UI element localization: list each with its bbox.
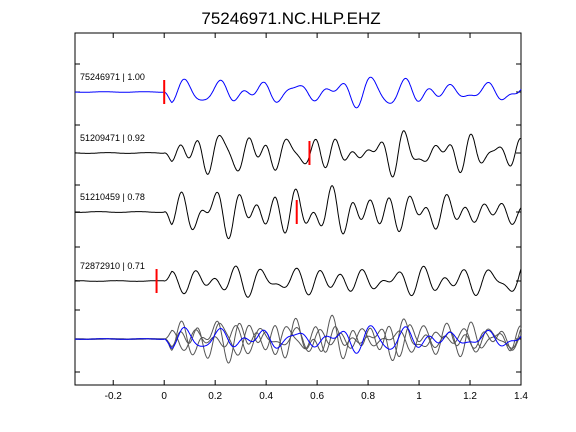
plot-frame — [74, 32, 522, 386]
waveform-72872910 — [75, 265, 522, 298]
stack-waveform-target — [74, 325, 522, 354]
trace-label-75246971: 75246971 | 1.00 — [80, 72, 145, 82]
y-ticks — [75, 63, 521, 373]
x-tick-label: -0.2 — [105, 391, 123, 402]
waveform-75246971 — [74, 76, 522, 109]
x-tick-label: 0.8 — [361, 391, 375, 402]
x-tick-label: 1 — [416, 391, 422, 402]
waveform-51210459 — [75, 185, 522, 240]
trace-label-51209471: 51209471 | 0.92 — [80, 133, 145, 143]
x-tick-label: 0.2 — [208, 391, 222, 402]
x-tick-label: 0.4 — [259, 391, 273, 402]
trace-panel — [74, 76, 522, 364]
x-tick-label: 0 — [161, 391, 167, 402]
chart-title: 75246971.NC.HLP.EHZ — [201, 9, 380, 28]
x-tick-label: 0.6 — [310, 391, 324, 402]
trace-label-51210459: 51210459 | 0.78 — [80, 192, 145, 202]
x-tick-label: 1.2 — [463, 391, 477, 402]
pick-markers — [155, 80, 311, 293]
trace-labels: 75246971 | 1.00 51209471 | 0.92 51210459 |… — [80, 72, 145, 271]
waveform-51209471 — [74, 130, 522, 178]
x-axis: -0.2 0 0.2 0.4 0.6 0.8 1 1.2 1.4 — [105, 33, 528, 402]
x-tick-label: 1.4 — [514, 391, 528, 402]
trace-label-72872910: 72872910 | 0.71 — [80, 261, 145, 271]
